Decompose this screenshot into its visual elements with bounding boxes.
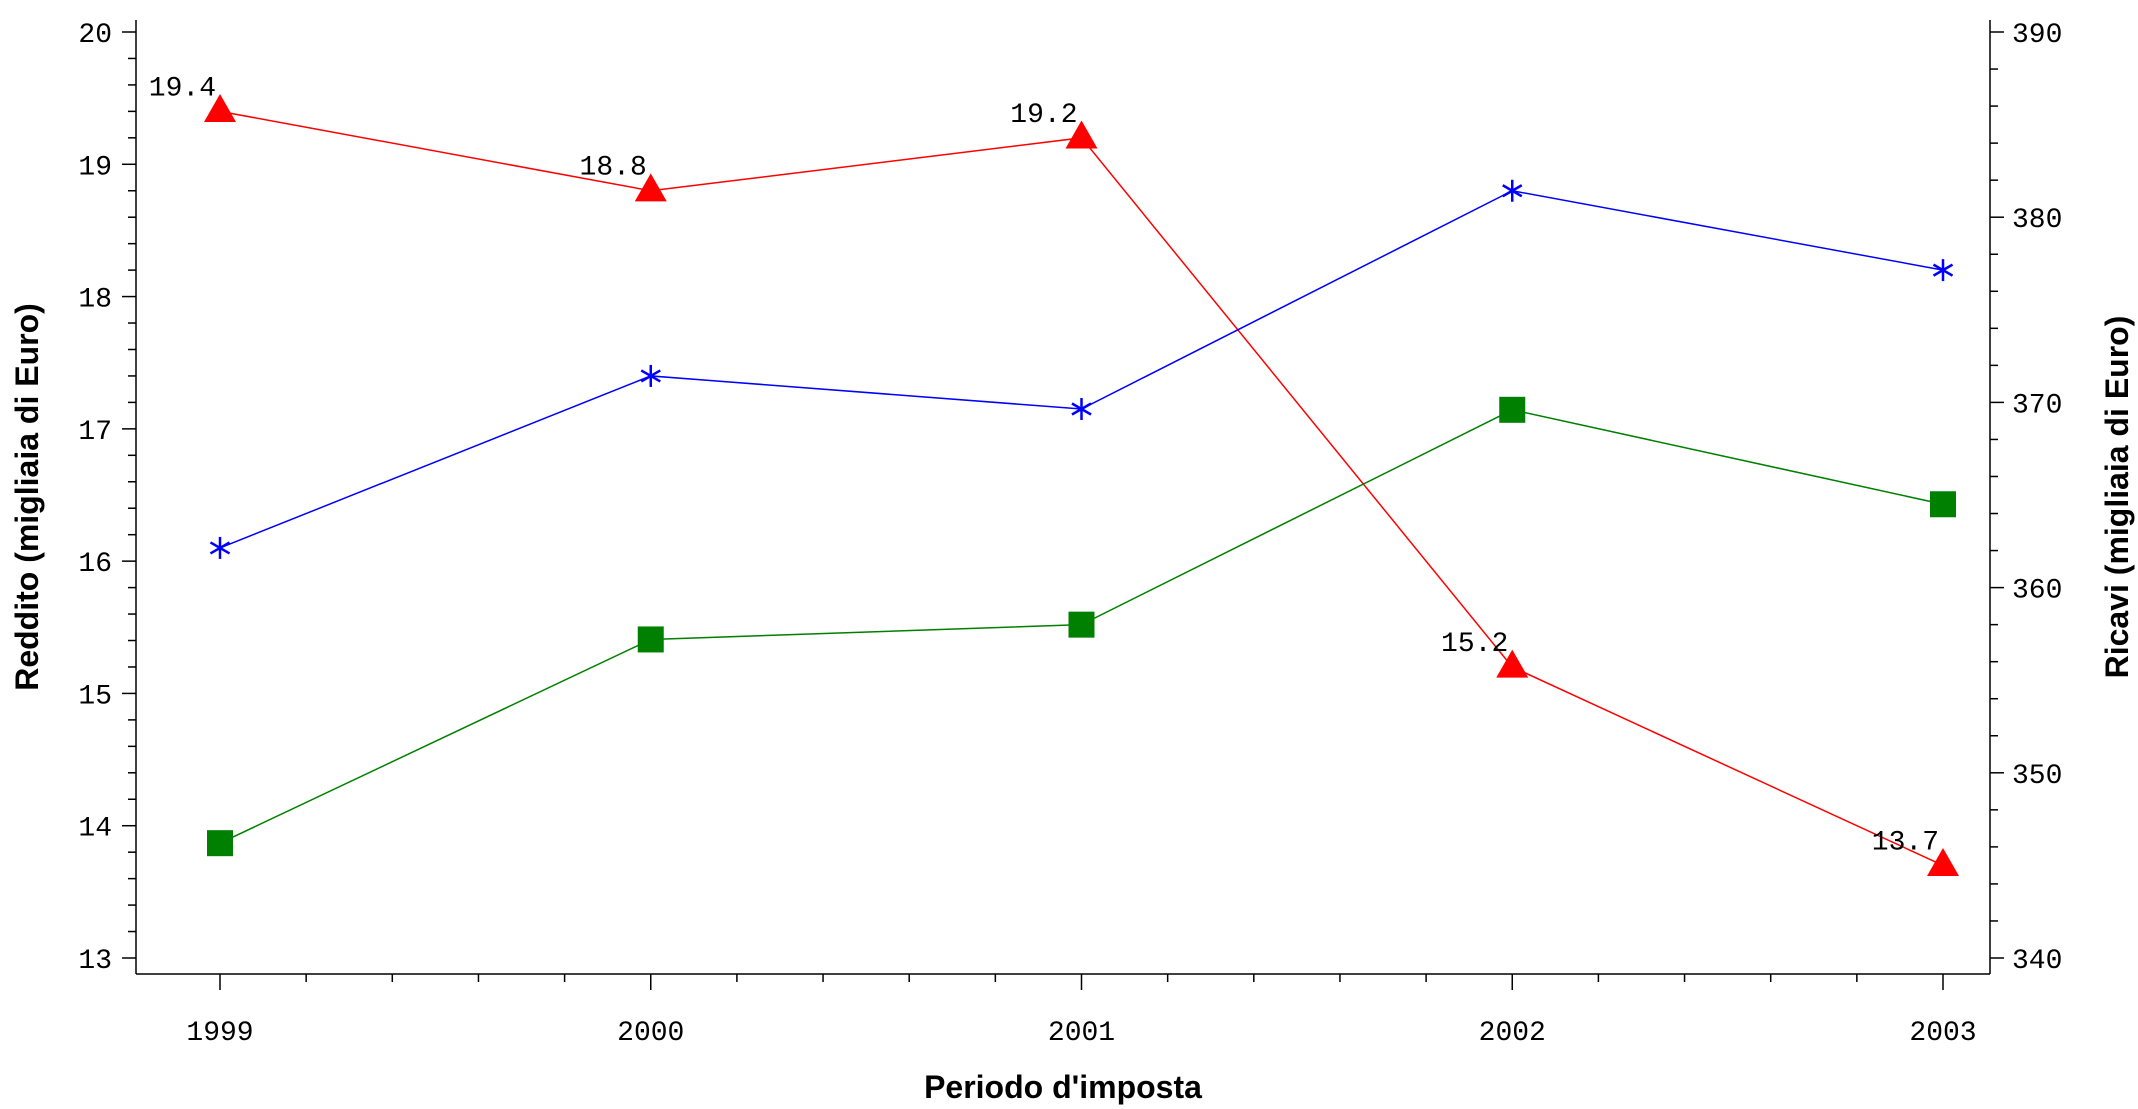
triangle-marker [1065,120,1098,149]
y-axis-right-ticks: 340 350 360 370 380 390 [1990,20,2062,977]
data-label: 19.4 [149,73,216,104]
data-label: 18.8 [580,153,647,184]
x-tick-label: 1999 [186,1018,253,1049]
asterisk-marker [1932,259,1954,282]
asterisk-stroke [209,541,231,555]
y-tick-label: 13 [78,946,112,977]
asterisk-stroke [640,369,661,383]
triangle-marker [634,173,667,202]
triangle-marker [1496,649,1529,678]
x-tick-label: 2002 [1479,1018,1546,1049]
data-label: 13.7 [1872,827,1939,858]
x-axis-title: Periodo d'imposta [924,1069,1202,1105]
y-tick-label: 18 [78,285,112,316]
y-tick-label: 14 [78,814,112,845]
asterisk-marker [1502,179,1523,202]
y-tick-label: 19 [78,152,112,183]
plot-frame [135,20,1991,975]
data-label: 15.2 [1441,629,1508,660]
y-axis-left-title: Reddito (migliaia di Euro) [9,303,45,691]
square-marker [1068,611,1095,638]
data-label: 19.2 [1010,100,1077,131]
y2-tick-label: 380 [2012,205,2062,236]
asterisk-stroke [1071,402,1092,416]
series-line-1 [219,110,1944,867]
triangle-marker [1927,848,1959,877]
square-marker [207,830,233,857]
x-tick-label: 2003 [1909,1018,1976,1049]
y-tick-label: 17 [78,417,112,448]
asterisk-stroke [1502,184,1523,198]
y-tick-label: 20 [78,20,112,51]
y2-tick-label: 350 [2012,761,2062,792]
square-marker [1499,396,1526,423]
y-tick-label: 16 [78,549,112,580]
y-axis-right-title: Ricavi (migliaia di Euro) [2099,316,2135,679]
y-axis-left-ticks: 13 14 15 16 17 18 19 20 [78,20,136,977]
series-line-2 [219,189,1944,549]
y2-tick-label: 370 [2012,390,2062,421]
asterisk-stroke [1932,263,1954,277]
y-tick-label: 15 [78,681,112,712]
asterisk-marker [640,364,661,387]
asterisk-marker [1071,398,1092,421]
asterisk-marker [209,536,231,559]
x-axis-ticks: 1999 2000 2001 2002 2003 [186,974,1977,1049]
triangle-marker [204,94,236,123]
x-tick-label: 2000 [617,1018,684,1049]
series-lines [219,110,1944,867]
x-tick-label: 2001 [1048,1018,1115,1049]
y2-tick-label: 390 [2012,20,2062,51]
square-marker [637,626,664,653]
series-markers [204,94,1959,877]
y2-tick-label: 360 [2012,576,2062,607]
square-marker [1930,491,1956,518]
data-labels: 19.4 18.8 19.2 15.2 13.7 [149,73,1939,858]
y2-tick-label: 340 [2012,946,2062,977]
